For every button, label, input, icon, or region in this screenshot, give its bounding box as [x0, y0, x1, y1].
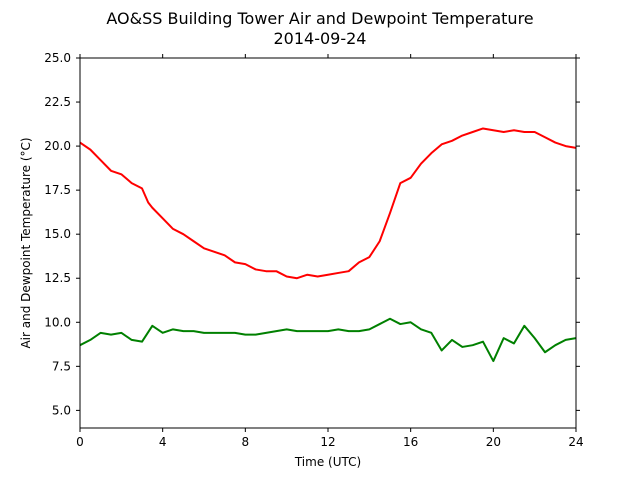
x-axis-label: Time (UTC): [294, 455, 361, 469]
y-axis-label: Air and Dewpoint Temperature (°C): [19, 137, 33, 348]
y-tick-label: 12.5: [44, 271, 71, 285]
y-tick-label: 10.0: [44, 315, 71, 329]
x-tick-label: 0: [76, 435, 84, 449]
y-tick-label: 25.0: [44, 51, 71, 65]
x-tick-label: 24: [568, 435, 583, 449]
series-line-2: [79, 317, 577, 363]
x-tick-label: 12: [320, 435, 335, 449]
x-tick-label: 20: [486, 435, 501, 449]
x-tick-label: 16: [403, 435, 418, 449]
y-tick-label: 7.5: [52, 359, 71, 373]
chart-subtitle: 2014-09-24: [274, 29, 367, 48]
y-tick-label: 15.0: [44, 227, 71, 241]
plot-area: [79, 57, 577, 429]
chart-title: AO&SS Building Tower Air and Dewpoint Te…: [106, 9, 533, 28]
x-tick-label: 8: [242, 435, 250, 449]
x-tick-label: 4: [159, 435, 167, 449]
y-tick-label: 20.0: [44, 139, 71, 153]
y-tick-label: 22.5: [44, 95, 71, 109]
y-tick-label: 5.0: [52, 403, 71, 417]
series-line-1: [79, 127, 577, 280]
y-tick-label: 17.5: [44, 183, 71, 197]
